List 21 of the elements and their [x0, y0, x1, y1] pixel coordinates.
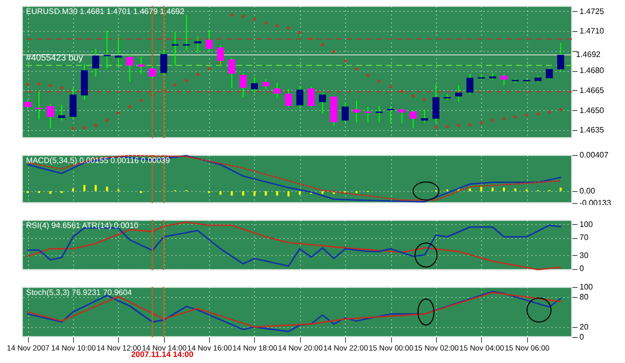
ref-line-label: #4055423 buy	[26, 52, 84, 62]
y-tick-label: 1.4680	[580, 66, 605, 76]
y-tick-label: 1.4710	[580, 26, 605, 36]
y-tick-label: 20	[580, 322, 589, 332]
y-tick-label: 0	[580, 332, 584, 342]
y-tick-label: 1.4635	[580, 126, 605, 135]
chart-title: RSI(4) 94.6561 ATR(14) 0.0010	[26, 221, 139, 230]
y-tick-label: 1.4665	[580, 86, 605, 95]
y-tick-label: 0.00	[580, 186, 596, 196]
y-tick-label: 30	[580, 250, 589, 260]
y-tick-label: 100	[580, 282, 594, 292]
y-tick-label: 80	[580, 292, 589, 302]
y-tick-label: 0	[580, 264, 584, 274]
y-tick-label: 1.4725	[580, 6, 605, 16]
chart-title: Stoch(5,3,3) 76.9231 70.9604	[26, 288, 132, 297]
y-tick-label: 1.4650	[580, 106, 605, 115]
y-tick-label: 100	[580, 220, 594, 229]
ref-line-label: 1.4692	[576, 50, 602, 59]
y-tick-label: 0.00407	[580, 150, 609, 160]
y-tick-label: 70	[580, 233, 589, 242]
text: 2007.11.14 14:00	[131, 350, 194, 359]
